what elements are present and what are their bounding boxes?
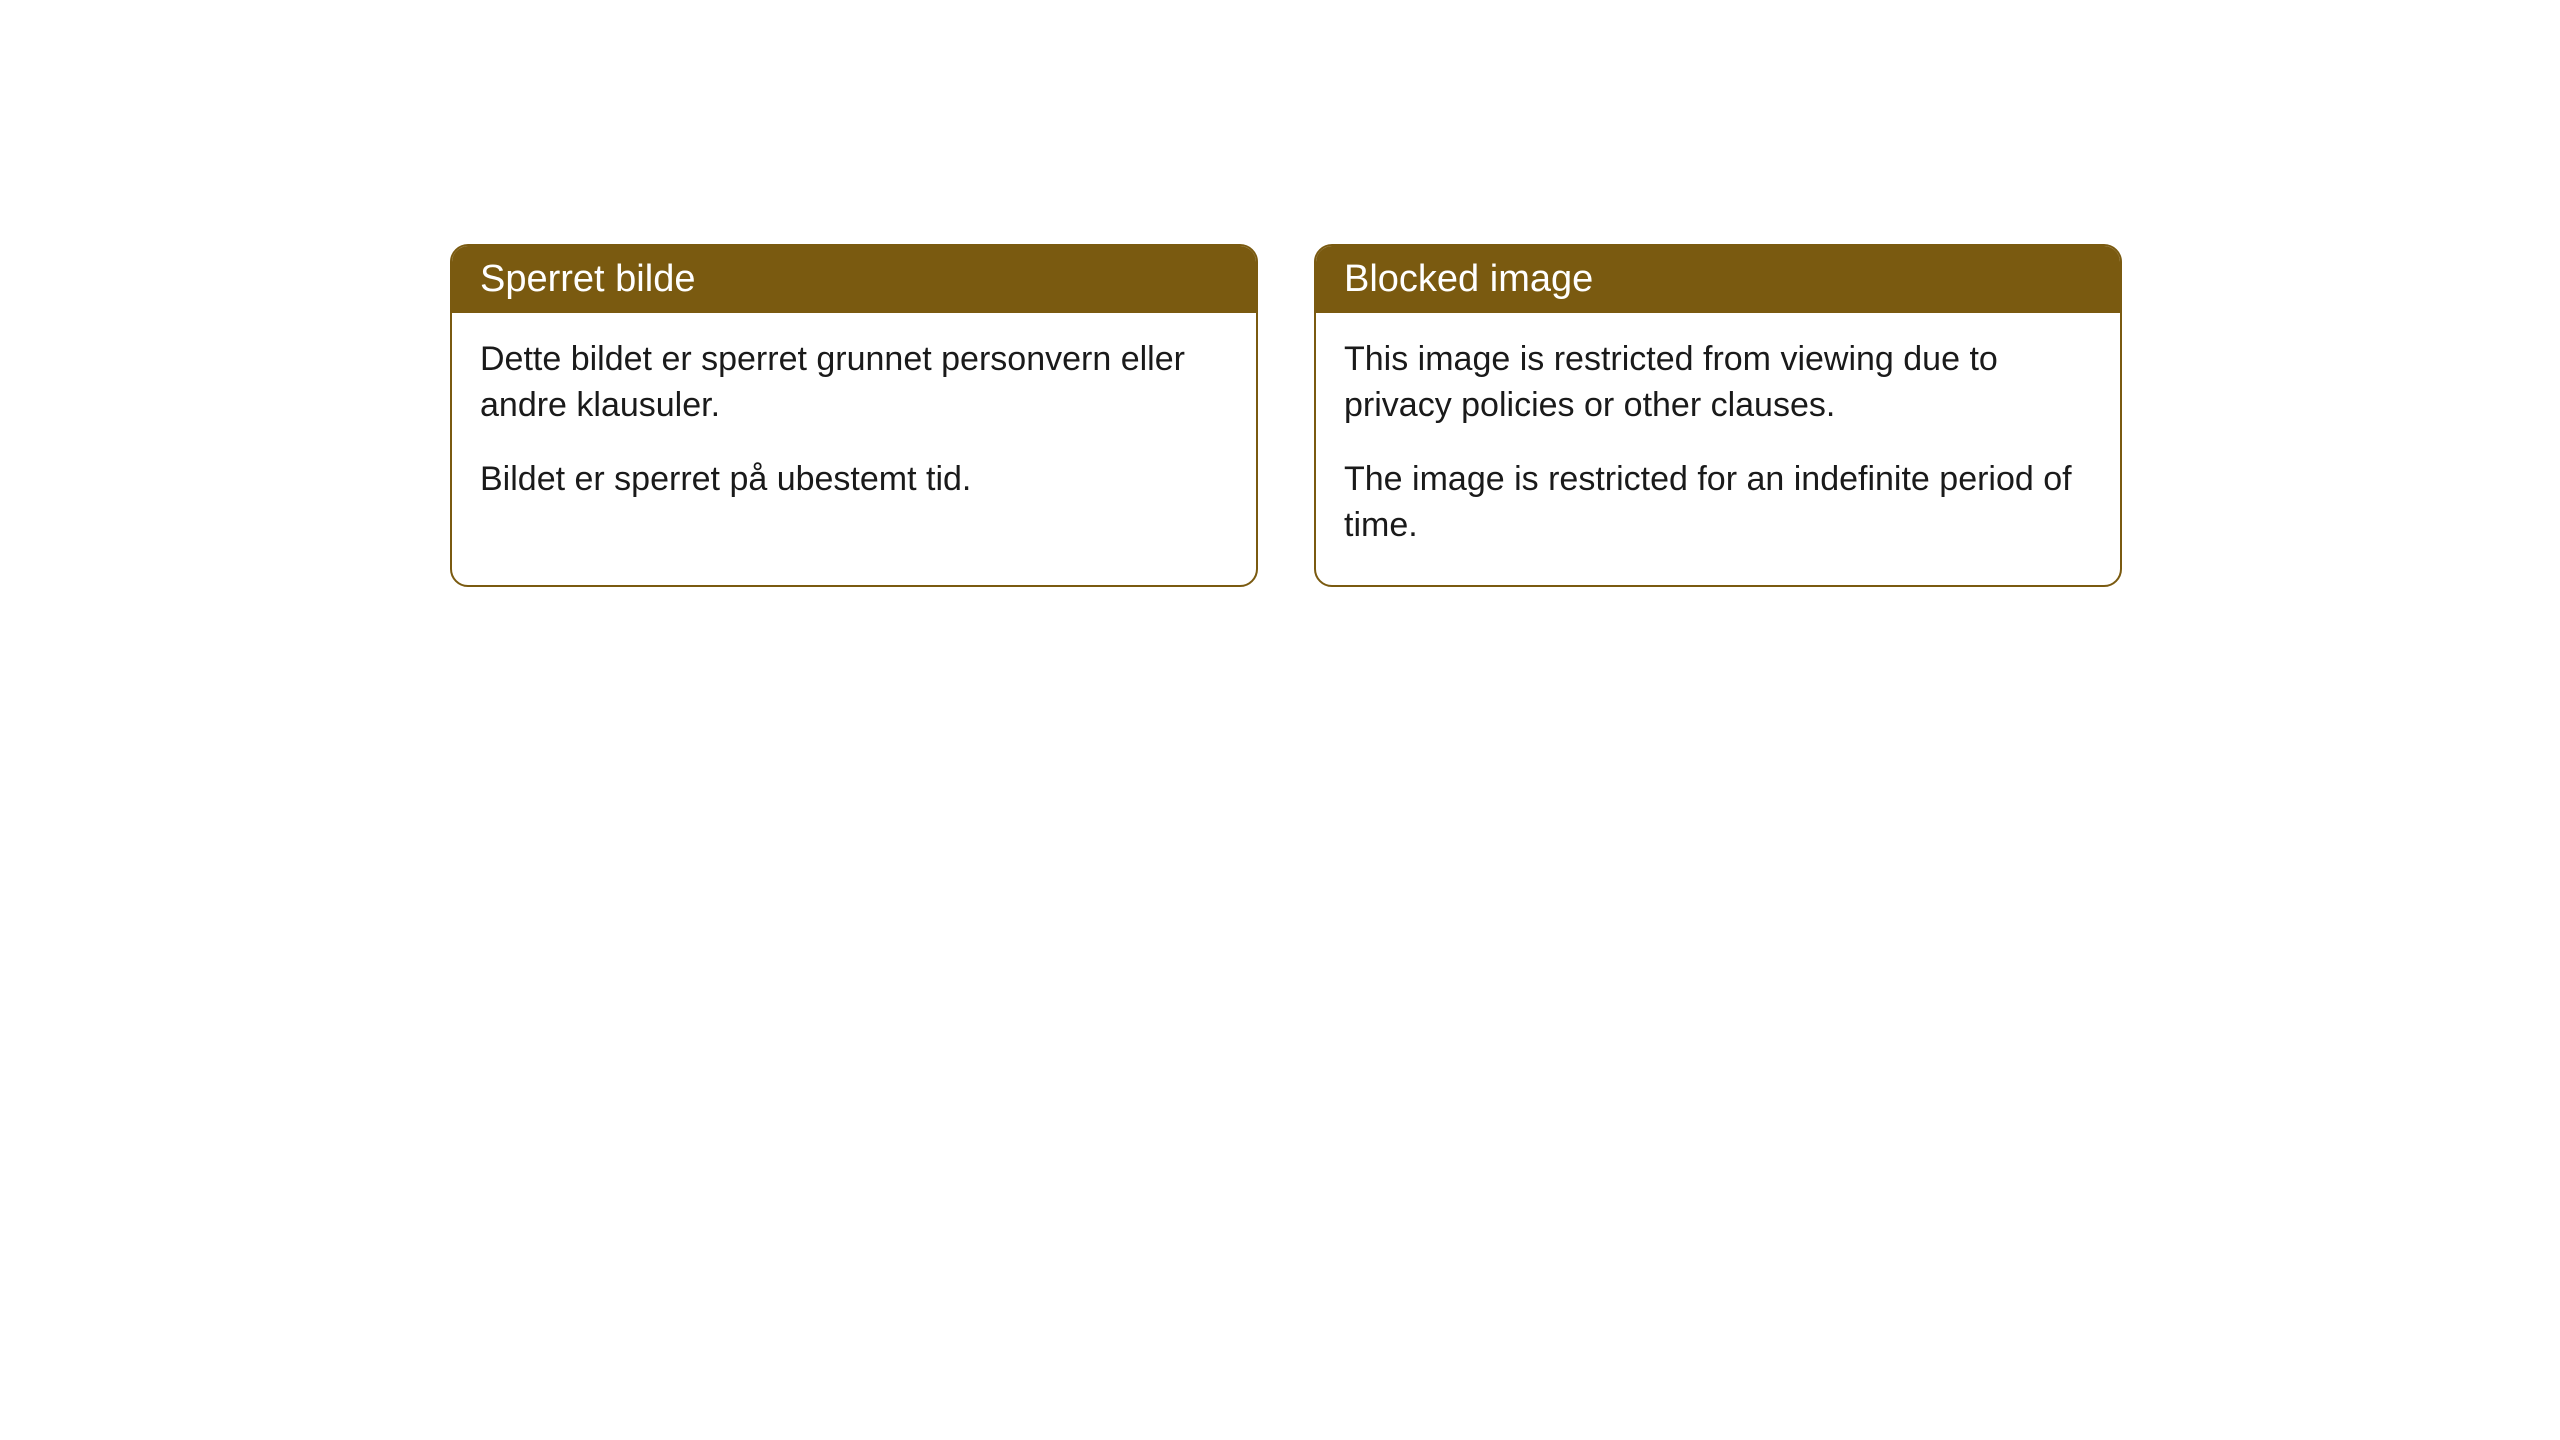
blocked-image-card-english: Blocked image This image is restricted f… (1314, 244, 2122, 587)
notice-cards-container: Sperret bilde Dette bildet er sperret gr… (450, 244, 2122, 587)
card-paragraph: This image is restricted from viewing du… (1344, 337, 2092, 429)
card-paragraph: Dette bildet er sperret grunnet personve… (480, 337, 1228, 429)
card-paragraph: Bildet er sperret på ubestemt tid. (480, 457, 1228, 503)
card-header: Blocked image (1316, 246, 2120, 313)
card-title: Sperret bilde (480, 258, 695, 300)
card-body: Dette bildet er sperret grunnet personve… (452, 313, 1256, 539)
card-paragraph: The image is restricted for an indefinit… (1344, 457, 2092, 549)
card-body: This image is restricted from viewing du… (1316, 313, 2120, 585)
blocked-image-card-norwegian: Sperret bilde Dette bildet er sperret gr… (450, 244, 1258, 587)
card-header: Sperret bilde (452, 246, 1256, 313)
card-title: Blocked image (1344, 258, 1593, 300)
